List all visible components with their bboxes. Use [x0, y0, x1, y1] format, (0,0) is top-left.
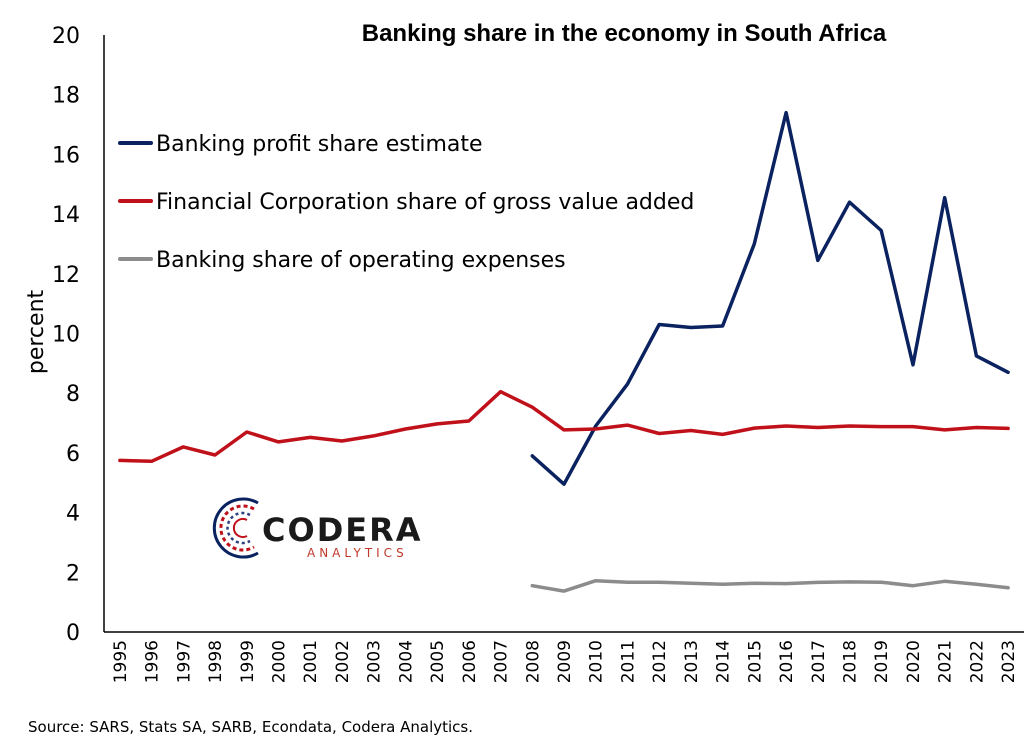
y-tick-label: 14 [52, 203, 80, 228]
x-tick-label: 2008 [523, 640, 543, 683]
x-tick-label: 2019 [872, 640, 892, 683]
x-tick-label: 2002 [333, 640, 353, 683]
y-axis-label: percent [24, 289, 49, 374]
x-tick-label: 2001 [301, 640, 321, 683]
logo-main-text: CODERA [262, 511, 423, 549]
x-tick-label: 2010 [587, 640, 607, 683]
logo-sub-text: ANALYTICS [307, 546, 408, 560]
y-tick-label: 4 [66, 502, 80, 527]
y-tick-label: 6 [66, 442, 80, 467]
series-line-banking-share-of-operating-expenses [530, 578, 1010, 593]
y-axis-ticks: 0 2 4 6 8 10 12 14 16 18 20 [52, 24, 80, 646]
y-tick-label: 8 [66, 382, 80, 407]
logo-mark-icon [212, 497, 259, 559]
series-group [118, 110, 1010, 593]
source-note: Source: SARS, Stats SA, SARB, Econdata, … [28, 718, 473, 736]
x-tick-label: 1995 [111, 640, 131, 683]
x-tick-label: 2013 [682, 640, 702, 683]
legend: Banking profit share estimate Financial C… [118, 132, 694, 273]
x-tick-label: 2023 [999, 640, 1019, 683]
x-tick-label: 2007 [492, 640, 512, 683]
x-tick-label: 2014 [714, 640, 734, 683]
x-tick-label: 2021 [936, 640, 956, 683]
x-tick-label: 2012 [650, 640, 670, 683]
x-tick-label: 2005 [428, 640, 448, 683]
legend-label: Financial Corporation share of gross val… [156, 190, 694, 215]
x-tick-label: 2006 [460, 640, 480, 683]
x-tick-label: 2017 [809, 640, 829, 683]
x-tick-label: 2003 [365, 640, 385, 683]
legend-label: Banking profit share estimate [156, 132, 483, 157]
codera-logo: CODERA ANALYTICS [212, 497, 423, 560]
x-tick-label: 2004 [396, 640, 416, 683]
y-tick-label: 18 [52, 84, 80, 109]
x-tick-label: 1997 [174, 640, 194, 683]
y-tick-label: 10 [52, 323, 80, 348]
y-tick-label: 12 [52, 263, 80, 288]
x-tick-label: 2011 [618, 640, 638, 683]
y-tick-label: 20 [52, 24, 80, 49]
x-tick-label: 2022 [967, 640, 987, 683]
series-line-banking-profit-share-estimate [530, 110, 1010, 486]
x-tick-label: 2015 [745, 640, 765, 683]
x-tick-label: 1996 [143, 640, 163, 683]
x-tick-label: 2009 [555, 640, 575, 683]
chart-title: Banking share in the economy in South Af… [362, 20, 887, 47]
y-tick-label: 0 [66, 621, 80, 646]
x-tick-label: 1999 [238, 640, 258, 683]
x-tick-label: 2000 [269, 640, 289, 683]
x-tick-label: 1998 [206, 640, 226, 683]
x-tick-label: 2018 [841, 640, 861, 683]
x-tick-label: 2016 [777, 640, 797, 683]
x-tick-label: 2020 [904, 640, 924, 683]
y-tick-label: 2 [66, 561, 80, 586]
legend-label: Banking share of operating expenses [156, 248, 566, 273]
y-tick-label: 16 [52, 143, 80, 168]
series-line-financial-corporation-share-of-gross-value-added [118, 389, 1010, 464]
x-axis-ticks: 1995 1996 1997 1998 1999 2000 2001 2002 2003 2004… [111, 640, 1019, 683]
